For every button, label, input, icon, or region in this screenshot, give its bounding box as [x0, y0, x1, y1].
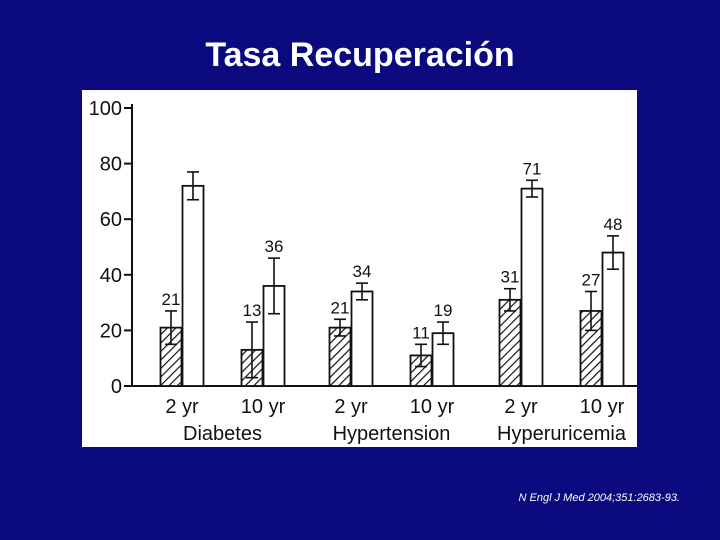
y-tick-label: 60 — [100, 209, 122, 231]
axes: 0 20 40 60 80 100 — [89, 98, 637, 398]
bar-white — [181, 184, 205, 387]
citation: N Engl J Med 2004;351:2683-93. — [518, 492, 680, 504]
category-label: 2 yr — [504, 396, 538, 418]
bars — [159, 171, 625, 387]
bar-white — [601, 251, 625, 387]
slide-title: Tasa Recuperación — [205, 36, 515, 74]
y-tick-label: 20 — [100, 320, 122, 342]
data-label: 21 — [331, 298, 350, 317]
group-label: Hypertension — [333, 423, 451, 445]
data-label: 31 — [501, 268, 520, 287]
data-label: 21 — [162, 290, 181, 309]
data-label: 13 — [243, 301, 262, 320]
bar-white — [350, 290, 374, 387]
y-tick-label: 100 — [89, 98, 122, 120]
data-label: 36 — [265, 237, 284, 256]
bar-hatched — [498, 298, 522, 387]
y-tick-label: 80 — [100, 154, 122, 176]
y-tick-label: 40 — [100, 265, 122, 287]
y-tick-label: 0 — [111, 376, 122, 398]
category-label: 2 yr — [334, 396, 368, 418]
category-label: 10 yr — [410, 396, 455, 418]
group-label: Diabetes — [183, 423, 262, 445]
data-label: 71 — [523, 159, 542, 178]
category-label: 10 yr — [580, 396, 625, 418]
data-label: 11 — [412, 323, 430, 342]
data-label: 19 — [434, 301, 453, 320]
data-label: 48 — [604, 215, 623, 234]
category-label: 10 yr — [241, 396, 286, 418]
category-label: 2 yr — [165, 396, 199, 418]
data-label: 27 — [582, 270, 601, 289]
group-label: Hyperuricemia — [497, 423, 627, 445]
bar-white — [520, 187, 544, 387]
chart-panel: 0 20 40 60 80 100 21 2 yr 13 36 10 yr 21 34 2 yr 11 19… — [82, 90, 637, 447]
data-label: 34 — [353, 262, 372, 281]
